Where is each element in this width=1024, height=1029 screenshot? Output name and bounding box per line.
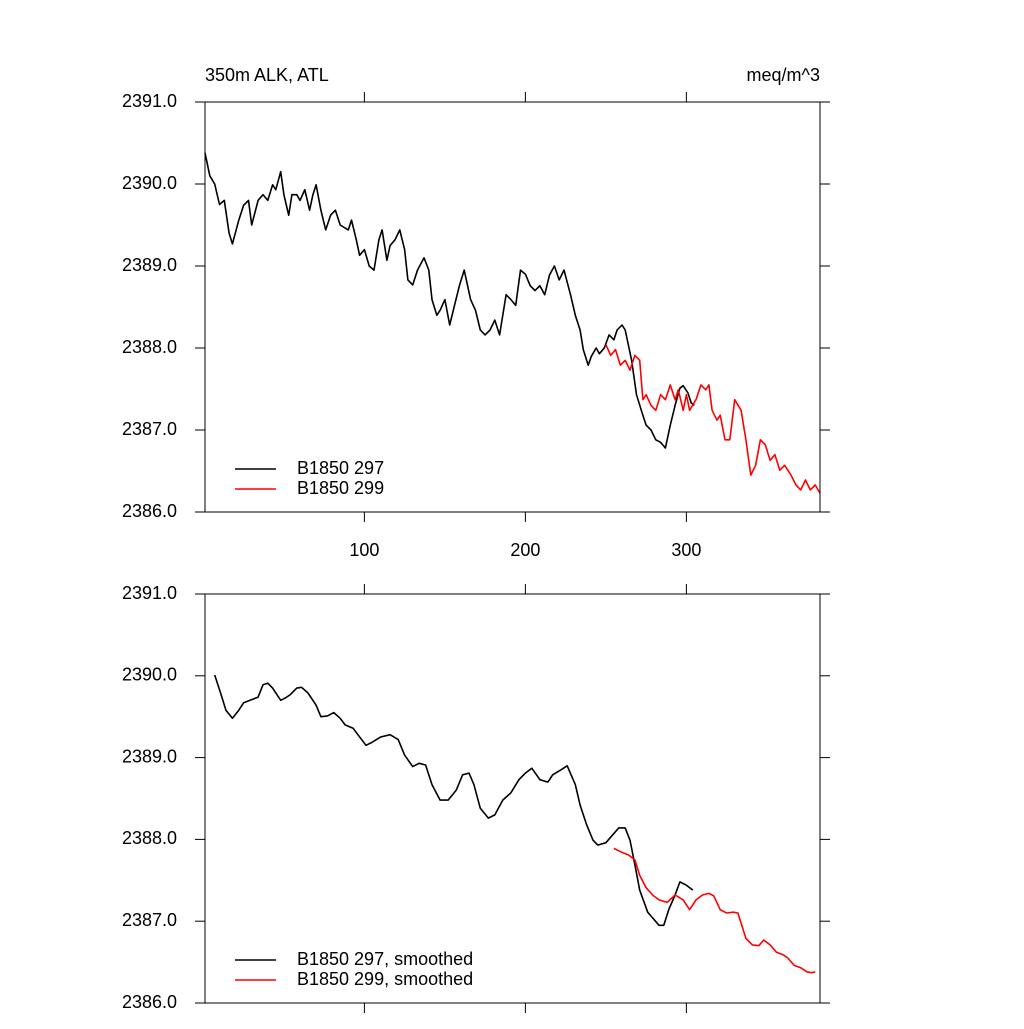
series-line — [213, 674, 694, 927]
y-tick-label: 2389.0 — [122, 255, 177, 275]
y-tick-label: 2388.0 — [122, 828, 177, 848]
plot-frame — [204, 101, 821, 513]
legend-label: B1850 297 — [297, 458, 384, 478]
y-tick-label: 2387.0 — [122, 419, 177, 439]
y-tick-label: 2386.0 — [122, 501, 177, 521]
x-tick-label: 100 — [349, 540, 379, 560]
legend-label: B1850 299 — [297, 478, 384, 498]
y-tick-label: 2391.0 — [122, 583, 177, 603]
y-tick-label: 2389.0 — [122, 746, 177, 766]
chart-title: 350m ALK, ATL — [205, 65, 329, 85]
y-tick-label: 2387.0 — [122, 910, 177, 930]
y-tick-label: 2391.0 — [122, 91, 177, 111]
legend-label: B1850 299, smoothed — [297, 969, 473, 989]
x-tick-label: 300 — [671, 540, 701, 560]
series-line — [613, 847, 816, 974]
y-tick-label: 2390.0 — [122, 665, 177, 685]
y-tick-label: 2386.0 — [122, 992, 177, 1012]
legend-label: B1850 297, smoothed — [297, 949, 473, 969]
plot-frame — [204, 593, 821, 1004]
x-tick-label: 200 — [510, 540, 540, 560]
series-line — [605, 344, 821, 494]
y-tick-label: 2388.0 — [122, 337, 177, 357]
y-tick-label: 2390.0 — [122, 173, 177, 193]
series-line — [204, 152, 695, 449]
units-label: meq/m^3 — [747, 65, 820, 85]
